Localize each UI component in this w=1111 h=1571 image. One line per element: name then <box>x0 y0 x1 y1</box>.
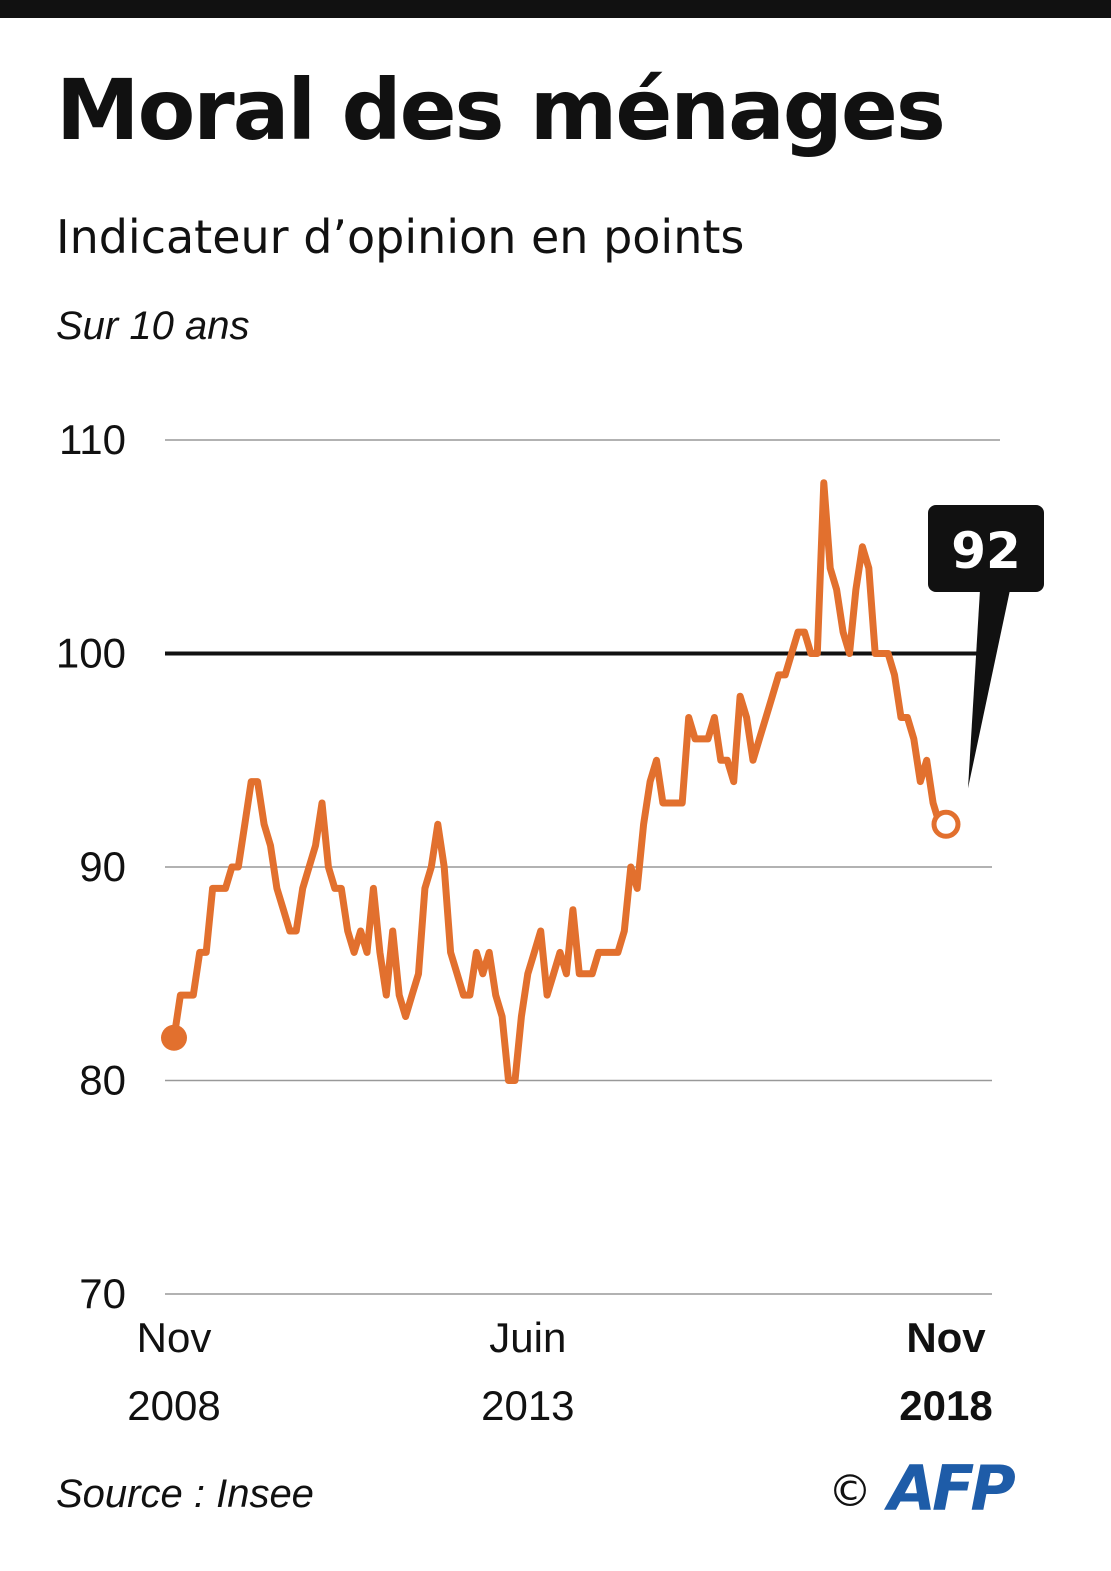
x-tick-month-1: Juin <box>489 1314 566 1361</box>
series-start-point <box>161 1024 187 1051</box>
afp-logo: AFP <box>888 1452 1016 1525</box>
x-axis-ticks: Nov 2008 Juin 2013 Nov 2018 <box>127 1314 992 1429</box>
y-tick-label-110: 110 <box>59 416 126 463</box>
x-tick-year-1: 2013 <box>481 1382 574 1429</box>
source-label: Source : Insee <box>56 1472 314 1516</box>
y-axis-ticks: 70 80 90 100 110 <box>56 416 126 1317</box>
callout: 92 <box>928 505 1044 789</box>
callout-box <box>928 505 1044 592</box>
x-tick-year-0: 2008 <box>127 1382 220 1429</box>
callout-pointer <box>968 590 1010 789</box>
grid-lines <box>165 439 1000 1295</box>
y-tick-label-100: 100 <box>56 630 126 677</box>
x-tick-month-2: Nov <box>906 1314 986 1361</box>
period-label: Sur 10 ans <box>56 304 250 348</box>
series-layer <box>161 479 961 1084</box>
copyright-icon: © <box>828 1466 872 1517</box>
series-end-point <box>931 809 961 839</box>
x-tick-month-0: Nov <box>137 1314 212 1361</box>
y-tick-label-70: 70 <box>79 1270 126 1317</box>
top-bar <box>0 0 1111 18</box>
series-line-0 <box>170 479 950 1084</box>
x-tick-year-2: 2018 <box>899 1382 992 1429</box>
y-tick-label-80: 80 <box>79 1057 126 1104</box>
y-tick-label-90: 90 <box>79 843 126 890</box>
callout-label: 92 <box>951 522 1021 580</box>
chart-title: Moral des ménages <box>56 61 946 159</box>
chart-subtitle: Indicateur d’opinion en points <box>56 210 745 264</box>
